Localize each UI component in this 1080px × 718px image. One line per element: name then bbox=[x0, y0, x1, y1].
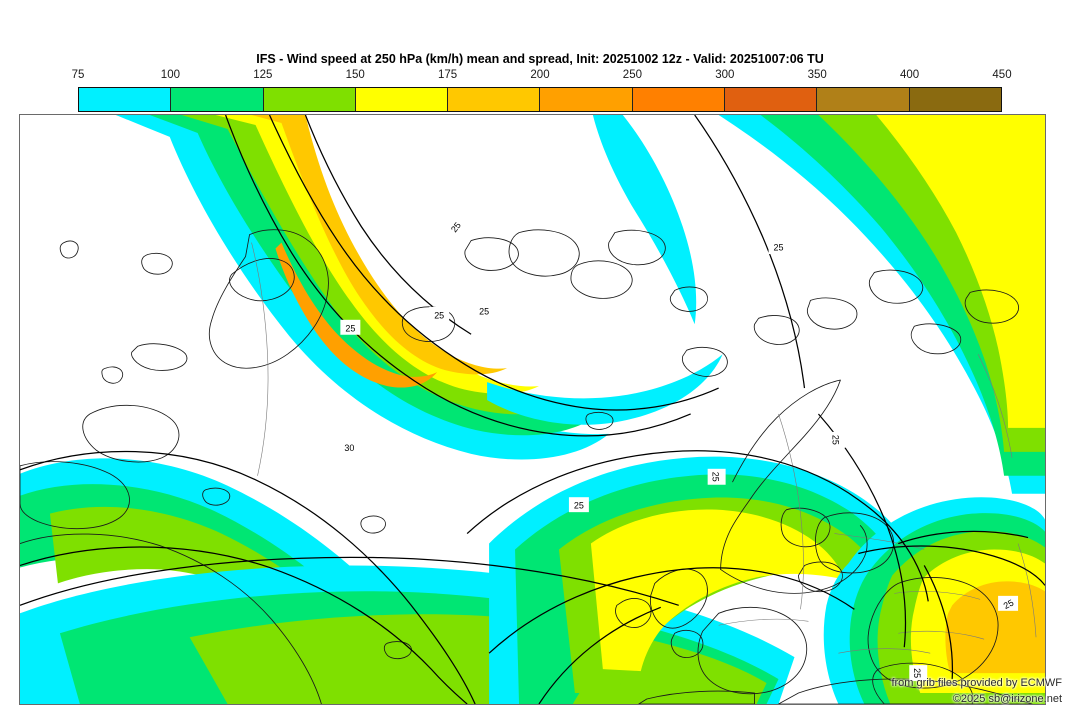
svg-text:25: 25 bbox=[830, 435, 840, 445]
fill-band-150-175 bbox=[215, 115, 539, 394]
svg-text:25: 25 bbox=[574, 501, 584, 511]
svg-text:25: 25 bbox=[449, 220, 463, 234]
colorbar-bands bbox=[78, 87, 1002, 112]
colorbar-tick-200: 200 bbox=[530, 69, 550, 81]
fill-band-200-250 bbox=[275, 242, 438, 388]
svg-text:25: 25 bbox=[434, 310, 444, 320]
fill-band-150-175 bbox=[876, 115, 1045, 428]
colorbar-band-150-175 bbox=[355, 88, 449, 111]
forecast-map[interactable]: 25 25 25 25 30 25 25 25 bbox=[19, 114, 1046, 705]
fill-band-150-175 bbox=[590, 509, 845, 672]
colorbar-band-300-350 bbox=[725, 88, 818, 111]
colorbar-tick-250: 250 bbox=[622, 69, 642, 81]
map-canvas: 25 25 25 25 30 25 25 25 bbox=[20, 115, 1045, 704]
svg-text:25: 25 bbox=[479, 306, 489, 316]
colorbar-tick-150: 150 bbox=[345, 69, 365, 81]
svg-text:25: 25 bbox=[912, 668, 922, 678]
fill-band-175-200 bbox=[251, 115, 508, 375]
fill-band-125-150 bbox=[49, 506, 406, 704]
colorbar-band-125-150 bbox=[263, 88, 356, 111]
colorbar-band-350-400 bbox=[817, 88, 910, 111]
svg-text:25: 25 bbox=[774, 243, 784, 253]
svg-text:25: 25 bbox=[345, 323, 355, 333]
fill-band-100-125 bbox=[149, 115, 593, 436]
colorbar-tick-350: 350 bbox=[807, 69, 827, 81]
country-borders bbox=[251, 242, 1037, 654]
colorbar-band-400-450 bbox=[909, 88, 1001, 111]
colorbar-tick-75: 75 bbox=[71, 69, 85, 81]
colorbar-band-75-100 bbox=[79, 88, 172, 111]
contour-labels: 25 25 25 25 30 25 25 25 bbox=[339, 219, 1019, 682]
svg-text:25: 25 bbox=[711, 472, 721, 482]
fill-band-75-100 bbox=[487, 354, 723, 425]
colorbar-tick-300: 300 bbox=[715, 69, 735, 81]
colorbar-tick-labels: 75 100 125 150 175 200 250 300 350 400 450 bbox=[72, 69, 1012, 85]
fill-band-75-100 bbox=[592, 115, 697, 325]
colorbar-tick-100: 100 bbox=[160, 69, 180, 81]
colorbar-tick-400: 400 bbox=[900, 69, 920, 81]
fill-band-175-200 bbox=[945, 581, 1045, 674]
colorbar-tick-175: 175 bbox=[438, 69, 458, 81]
colorbar-band-175-200 bbox=[448, 88, 541, 111]
svg-text:30: 30 bbox=[344, 443, 354, 453]
colorbar-band-250-300 bbox=[632, 88, 726, 111]
colorbar bbox=[78, 87, 1002, 112]
colorbar-band-200-250 bbox=[540, 88, 633, 111]
colorbar-tick-125: 125 bbox=[253, 69, 273, 81]
colorbar-tick-450: 450 bbox=[992, 69, 1012, 81]
page-title: IFS - Wind speed at 250 hPa (km/h) mean … bbox=[256, 52, 824, 66]
colorbar-band-100-125 bbox=[171, 88, 264, 111]
fill-band-125-150 bbox=[181, 115, 571, 415]
coastlines bbox=[20, 229, 1033, 704]
svg-text:25: 25 bbox=[1002, 597, 1016, 611]
